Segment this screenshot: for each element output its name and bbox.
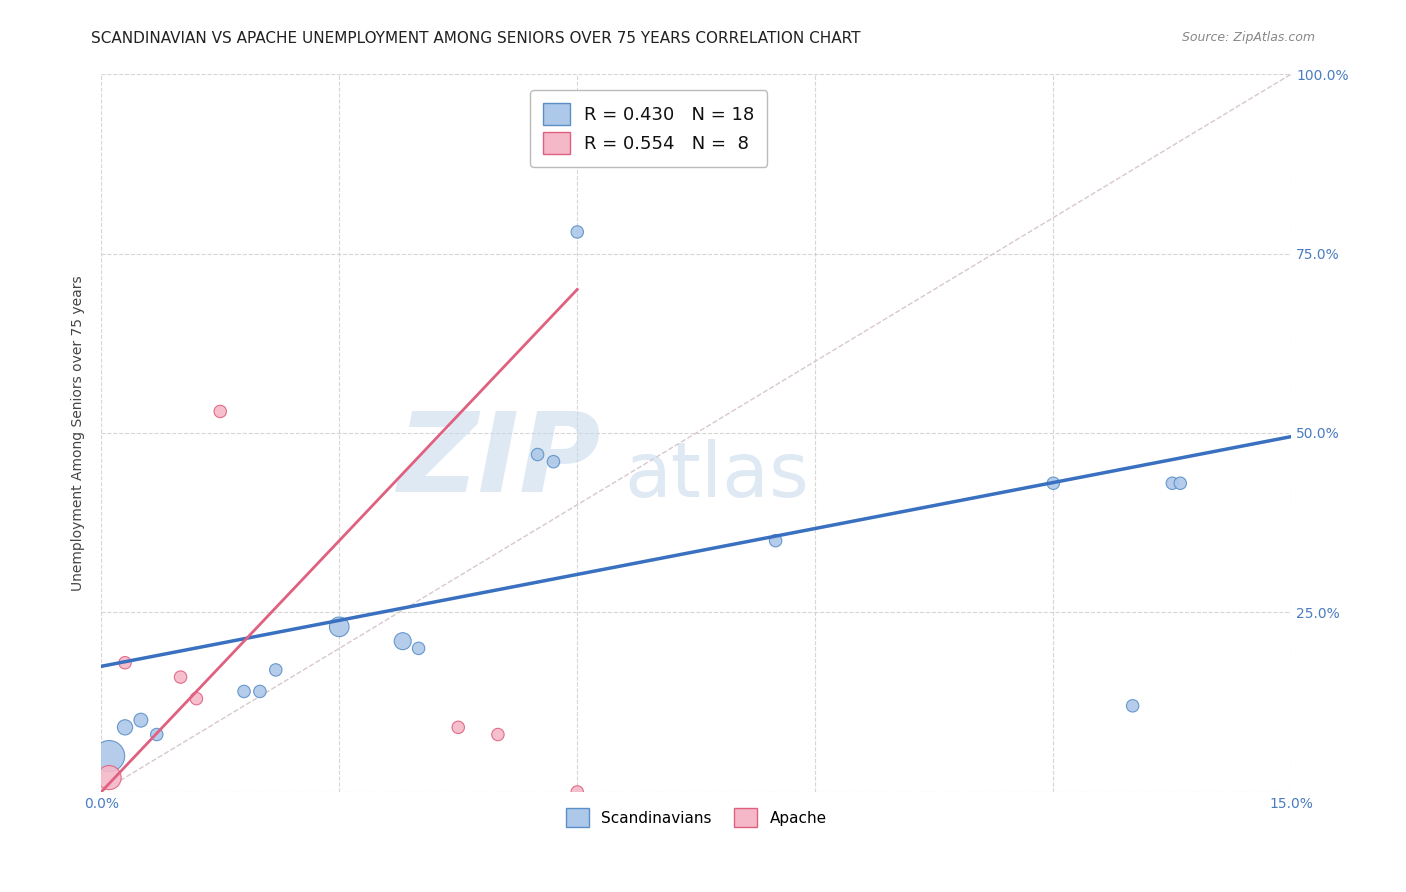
Text: atlas: atlas <box>624 439 810 513</box>
Point <box>1168 476 1191 491</box>
Point <box>186 691 208 706</box>
Point <box>209 404 232 418</box>
Point <box>129 713 152 727</box>
Point <box>169 670 191 684</box>
Point <box>98 749 121 764</box>
Point <box>567 225 589 239</box>
Point <box>408 641 430 656</box>
Text: SCANDINAVIAN VS APACHE UNEMPLOYMENT AMONG SENIORS OVER 75 YEARS CORRELATION CHAR: SCANDINAVIAN VS APACHE UNEMPLOYMENT AMON… <box>91 31 860 46</box>
Y-axis label: Unemployment Among Seniors over 75 years: Unemployment Among Seniors over 75 years <box>72 275 86 591</box>
Point <box>264 663 287 677</box>
Point <box>765 533 787 548</box>
Text: ZIP: ZIP <box>398 409 600 516</box>
Point <box>114 720 136 734</box>
Point <box>567 785 589 799</box>
Point <box>526 448 548 462</box>
Point <box>233 684 256 698</box>
Point <box>391 634 413 648</box>
Point <box>1161 476 1184 491</box>
Point <box>328 620 350 634</box>
Legend: Scandinavians, Apache: Scandinavians, Apache <box>558 801 834 835</box>
Point <box>249 684 271 698</box>
Point <box>145 727 167 741</box>
Point <box>543 455 565 469</box>
Point <box>486 727 509 741</box>
Point <box>114 656 136 670</box>
Point <box>1122 698 1144 713</box>
Point <box>98 771 121 785</box>
Point <box>1042 476 1064 491</box>
Point <box>447 720 470 734</box>
Text: Source: ZipAtlas.com: Source: ZipAtlas.com <box>1181 31 1315 45</box>
